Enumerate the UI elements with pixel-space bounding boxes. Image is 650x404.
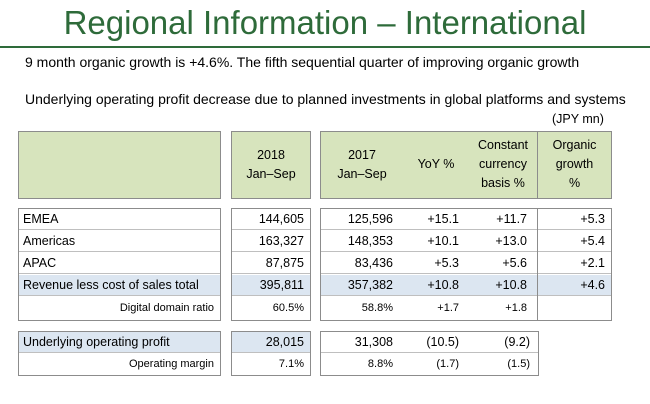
header-constant-3: basis %: [481, 176, 525, 190]
row-comparison-cells: 357,382 +10.8 +10.8 +4.6: [321, 275, 611, 296]
value-2017: 357,382: [347, 278, 393, 292]
value-2017: 148,353: [347, 234, 393, 248]
table1-comparison-box: [320, 208, 612, 321]
row-label: EMEA: [23, 212, 59, 226]
row-2018-cell: 28,015: [232, 332, 310, 353]
value-organic: +5.3: [580, 212, 605, 226]
row-2018-cell: 7.1%: [232, 354, 310, 375]
table1-2018-box: [231, 208, 311, 321]
value-2018: 87,875: [265, 256, 304, 270]
row-comparison-cells: 148,353 +10.1 +13.0 +5.4: [321, 231, 611, 252]
row-comparison-cells: 83,436 +5.3 +5.6 +2.1: [321, 253, 611, 274]
value-2017: 8.8%: [367, 358, 393, 370]
value-2018: 163,327: [258, 234, 304, 248]
value-2018: 395,811: [259, 278, 304, 292]
value-2018: 7.1%: [278, 358, 304, 370]
header-comparison-columns: 2017 Jan–Sep YoY % Constant currency bas…: [320, 131, 612, 199]
header-2018-period: Jan–Sep: [246, 167, 296, 181]
row-label: Operating margin: [129, 358, 214, 370]
row-label: Underlying operating profit: [23, 335, 170, 349]
value-organic: +5.4: [580, 234, 605, 248]
table2-comparison-box: [320, 331, 539, 376]
value-constant: +13.0: [495, 234, 527, 248]
header-2018-column: 2018 Jan–Sep: [231, 131, 311, 199]
row-comparison-cells: 58.8% +1.7 +1.8: [321, 298, 611, 319]
value-2018: 28,015: [265, 335, 304, 349]
value-constant: +10.8: [495, 278, 527, 292]
table1-label-box: [18, 208, 221, 321]
value-constant: +11.7: [496, 212, 527, 226]
table-row: Digital domain ratio: [19, 298, 220, 319]
value-yoy: (1.7): [436, 358, 459, 370]
row-label: Digital domain ratio: [119, 302, 214, 314]
page-title: Regional Information – International: [63, 4, 587, 41]
header-label-column: [18, 131, 221, 199]
value-2017: 83,436: [354, 256, 393, 270]
value-yoy: +15.1: [427, 212, 459, 226]
value-yoy: +10.1: [427, 234, 459, 248]
table-row: EMEA: [19, 209, 220, 230]
row-comparison-cells: 8.8% (1.7) (1.5): [321, 354, 538, 375]
row-label: Americas: [23, 234, 76, 248]
currency-unit-label: (JPY mn): [552, 112, 604, 126]
value-yoy: +10.8: [427, 278, 459, 292]
header-constant-1: Constant: [477, 138, 529, 152]
row-2018-cell: 163,327: [232, 231, 310, 252]
row-2018-cell: 395,811: [232, 275, 310, 296]
header-yoy: YoY %: [417, 157, 455, 171]
value-2017: 125,596: [347, 212, 393, 226]
value-organic: +4.6: [580, 278, 605, 292]
row-2018-cell: 87,875: [232, 253, 310, 274]
value-2018: 144,605: [258, 212, 304, 226]
bullet-operating-profit: Underlying operating profit decrease due…: [25, 91, 626, 107]
header-2017-period: Jan–Sep: [337, 167, 387, 181]
row-label: APAC: [23, 256, 57, 270]
title-divider: [0, 46, 650, 48]
table-row: APAC: [19, 253, 220, 274]
row-label: Revenue less cost of sales total: [23, 278, 199, 292]
table-row: Americas: [19, 231, 220, 252]
value-yoy: +1.7: [437, 302, 459, 314]
row-2018-cell: 60.5%: [232, 298, 310, 319]
value-2017: 58.8%: [361, 302, 393, 314]
value-constant: (9.2): [504, 335, 530, 349]
value-constant: +1.8: [505, 302, 527, 314]
row-comparison-cells: 31,308 (10.5) (9.2): [321, 332, 538, 353]
organic-column-divider: [537, 209, 538, 320]
value-constant: +5.6: [502, 256, 527, 270]
header-organic-1: Organic: [552, 138, 597, 152]
value-organic: +2.1: [580, 256, 605, 270]
header-2017-year: 2017: [348, 148, 376, 162]
table-row-total: Revenue less cost of sales total: [19, 275, 220, 296]
value-2018: 60.5%: [272, 302, 304, 314]
value-yoy: (10.5): [426, 335, 459, 349]
bullet-organic-growth: 9 month organic growth is +4.6%. The fif…: [25, 54, 580, 70]
table2-label-box: [18, 331, 221, 376]
header-organic-3: %: [568, 176, 581, 190]
header-organic-2: growth: [555, 157, 594, 171]
table2-2018-box: [231, 331, 311, 376]
header-2018-year: 2018: [257, 148, 285, 162]
value-constant: (1.5): [507, 358, 530, 370]
value-yoy: +5.3: [434, 256, 459, 270]
table-row: Operating margin: [19, 354, 220, 375]
value-2017: 31,308: [354, 335, 393, 349]
row-comparison-cells: 125,596 +15.1 +11.7 +5.3: [321, 209, 611, 230]
row-2018-cell: 144,605: [232, 209, 310, 230]
table-row-profit: Underlying operating profit: [19, 332, 220, 353]
header-constant-2: currency: [479, 157, 527, 171]
